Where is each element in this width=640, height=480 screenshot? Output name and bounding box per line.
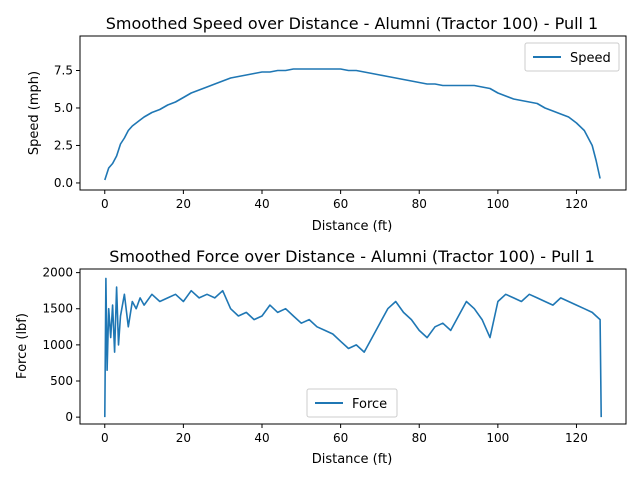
x-tick-labels: 0 20 40 60 80 100 120 (101, 431, 588, 445)
legend: Speed (524, 42, 620, 72)
tick-marks (76, 69, 577, 194)
legend: Force (306, 388, 398, 418)
y-tick-label: 1000 (42, 338, 73, 352)
y-tick-labels: 0 500 1000 1500 2000 (42, 266, 73, 425)
x-tick-label: 80 (412, 197, 427, 211)
x-tick-label: 0 (101, 431, 109, 445)
x-axis-label: Distance (ft) (312, 219, 393, 234)
plot-frame (79, 268, 627, 425)
series-polyline (104, 277, 602, 418)
x-tick-labels: 0 20 40 60 80 100 120 (101, 197, 588, 211)
y-tick-label: 0.0 (54, 176, 73, 190)
y-tick-label: 5.0 (54, 101, 73, 115)
x-tick-label: 20 (176, 197, 191, 211)
x-tick-label: 20 (176, 431, 191, 445)
series-polyline (104, 68, 601, 181)
x-axis-label: Distance (ft) (312, 452, 393, 467)
y-tick-label: 2000 (42, 266, 73, 280)
y-tick-label: 500 (50, 374, 73, 388)
chart-title: Smoothed Force over Distance - Alumni (T… (109, 247, 595, 266)
legend-box (306, 388, 398, 418)
x-tick-label: 80 (412, 431, 427, 445)
y-tick-label: 1500 (42, 302, 73, 316)
x-tick-label: 40 (254, 197, 269, 211)
x-tick-label: 0 (101, 197, 109, 211)
chart-speed: Smoothed Speed over Distance - Alumni (T… (27, 14, 627, 234)
y-tick-label: 7.5 (54, 63, 73, 77)
tick-marks (76, 272, 577, 428)
chart-force: Smoothed Force over Distance - Alumni (T… (15, 247, 627, 467)
legend-label: Force (352, 397, 387, 412)
chart-title: Smoothed Speed over Distance - Alumni (T… (106, 14, 598, 33)
y-tick-labels: 0.0 2.5 5.0 7.5 (54, 63, 73, 189)
x-tick-label: 120 (565, 197, 588, 211)
y-axis-label: Speed (mph) (27, 71, 42, 155)
y-axis-label: Force (lbf) (15, 313, 30, 379)
legend-label: Speed (570, 51, 611, 66)
y-tick-label: 0 (65, 410, 73, 424)
x-tick-label: 60 (333, 431, 348, 445)
legend-box (524, 42, 620, 72)
x-tick-label: 100 (486, 431, 509, 445)
y-tick-label: 2.5 (54, 138, 73, 152)
x-tick-label: 60 (333, 197, 348, 211)
x-tick-label: 40 (254, 431, 269, 445)
x-tick-label: 120 (565, 431, 588, 445)
series-line (104, 68, 601, 181)
x-tick-label: 100 (486, 197, 509, 211)
plot-frame (79, 35, 627, 191)
series-line (104, 277, 602, 418)
